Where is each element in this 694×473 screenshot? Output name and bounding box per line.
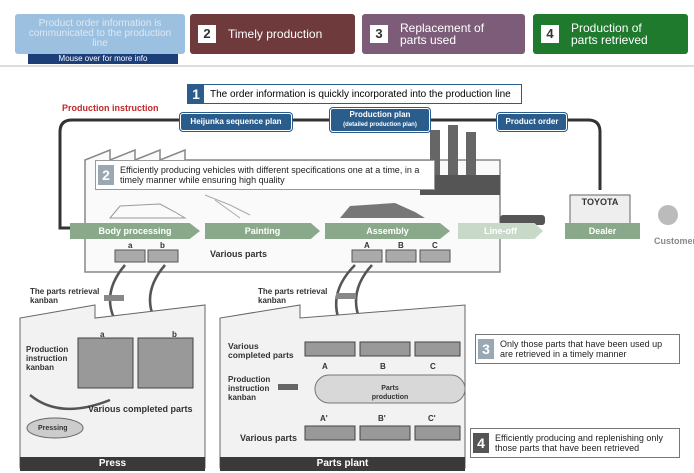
plan-sublabel: (detailed production plan) [343,122,417,128]
part-label: A [322,362,328,371]
parts-production: Parts production [371,385,409,401]
car-body [108,203,187,219]
press-flow [29,394,111,411]
tab[interactable]: 4 Production of parts retrieved [533,14,688,54]
various-parts: Various parts [210,249,268,259]
tab-label: Replacement of parts used [400,21,485,47]
part-label: b [172,330,177,339]
brand: TOYOTA [581,197,619,207]
press-machine [26,417,84,439]
step3-box: 3 Only those parts that have been used up… [475,334,680,364]
tab-number: 3 [370,25,388,43]
customer: Customer [654,236,694,246]
step-text: Efficiently producing and replenishing o… [495,433,663,453]
part-label: A' [320,414,328,423]
tab-label: Product order information is communicate… [28,18,172,49]
kanban-card [336,293,356,299]
part-label: B [380,362,386,371]
retrieval-kanban: The parts retrieval kanban [258,287,328,305]
step-number: 2 [98,165,114,185]
customer-car [658,205,678,225]
tooltip: Mouse over for more info [28,54,178,64]
process-arrow: Assembly [325,223,450,239]
tab-number: 2 [198,25,216,43]
part-label: A [364,241,370,250]
chimney [466,132,476,175]
tab[interactable]: 2 Timely production [190,14,355,54]
building-name: Press [20,457,205,471]
plan-box: Production plan (detailed production pla… [330,108,430,132]
transport [500,215,545,225]
plan-label: Production plan [349,110,411,119]
completed-parts: Various completed parts [88,404,193,414]
process-arrow: Body processing [70,223,200,239]
retrieval-kanban: The parts retrieval kanban [30,287,100,305]
chimney [448,125,458,175]
part-label: a [128,241,133,250]
part-label: B [398,241,404,250]
kanban-card [104,295,124,301]
tab[interactable]: 3 Replacement of parts used [362,14,525,54]
step4-box: 4 Efficiently producing and replenishing … [470,428,680,458]
parts-trays [114,249,451,263]
tab-label: Production of parts retrieved [571,21,648,47]
process-arrow: Line-off [458,223,543,239]
press-parts [77,337,194,389]
production-instruction: Production instruction [62,103,159,113]
flow-loop [58,118,602,230]
chimney [430,130,440,175]
step2-box: 2 Efficiently producing vehicles with dif… [95,160,435,190]
step1-banner: 1 The order information is quickly incorp… [187,84,522,104]
step-text: Only those parts that have been used up … [500,339,663,359]
tab-number: 4 [541,25,559,43]
part-label: B' [378,414,386,423]
parts-production-drum [314,374,466,404]
step-number: 1 [188,85,204,103]
pressing: Pressing [38,425,68,432]
kanban-label: Production instruction kanban [26,345,69,372]
painting-robot [204,194,251,219]
dealer: Dealer [565,223,640,239]
part-label: a [100,330,105,339]
tab[interactable]: Product order information is communicate… [15,14,185,54]
step-number: 4 [473,433,489,453]
step-text: Efficiently producing vehicles with diff… [120,165,420,185]
factory-roof [420,175,500,195]
various-parts: Various parts [240,433,298,443]
completed-parts: Various completed parts [228,341,294,360]
part-label: C [430,362,436,371]
car [340,203,425,218]
part-label: b [160,241,165,250]
step-number: 3 [478,339,494,359]
kanban-card [278,384,298,390]
plan-box: Heijunka sequence plan [180,113,292,131]
process-arrow: Painting [205,223,320,239]
part-label: C [432,241,438,250]
kanban-label: Production instruction kanban [228,375,271,402]
plant-parts [304,341,461,441]
building-name: Parts plant [220,457,465,471]
tab-label: Timely production [228,27,323,41]
part-label: C' [428,414,436,423]
step-text: The order information is quickly incorpo… [210,88,511,100]
plan-box: Product order [497,113,567,131]
